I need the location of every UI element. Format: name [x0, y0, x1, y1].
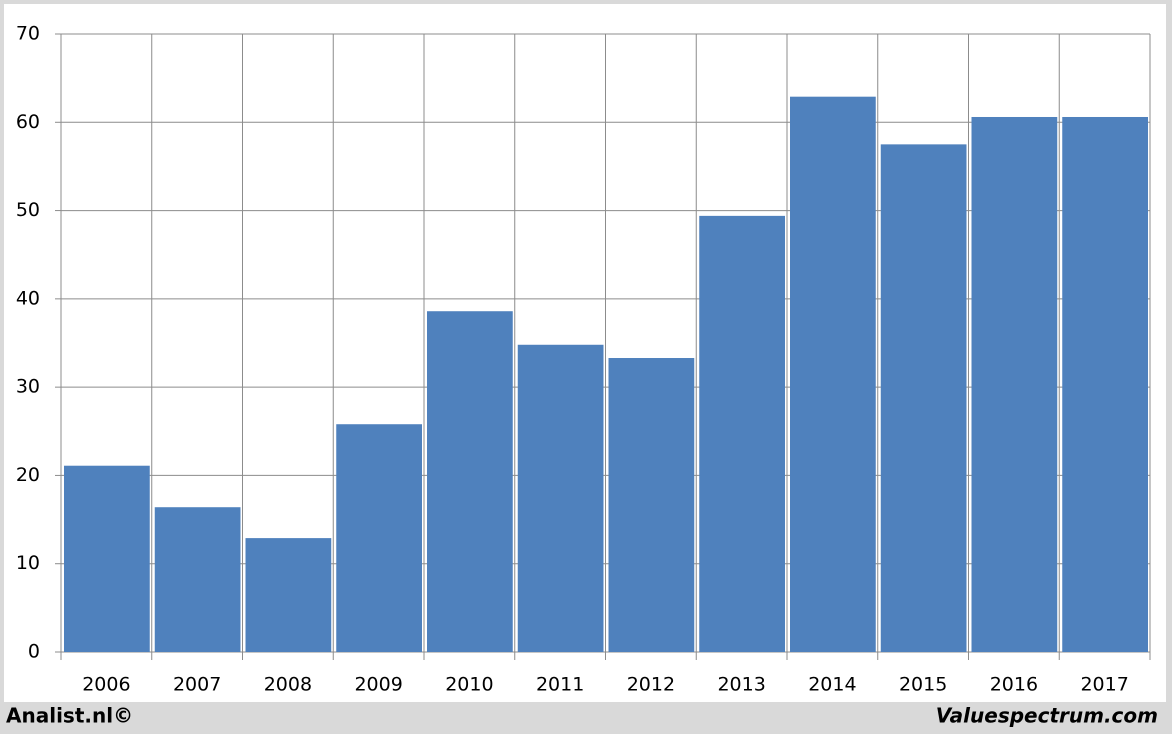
y-tick-label: 0: [28, 641, 40, 663]
x-tick-label: 2017: [1080, 674, 1128, 696]
y-tick-label: 70: [16, 23, 40, 45]
y-tick-label: 40: [16, 287, 40, 309]
bar: [790, 96, 876, 652]
bar: [336, 424, 422, 652]
bar: [699, 215, 785, 652]
bar: [971, 116, 1058, 652]
bar: [427, 311, 513, 652]
x-tick-label: 2010: [445, 674, 493, 696]
x-tick-label: 2011: [536, 674, 584, 696]
x-tick-label: 2006: [82, 674, 130, 696]
source-left: Analist.nl©: [6, 704, 133, 728]
bar: [517, 344, 604, 652]
bar: [880, 144, 967, 652]
bar: [1062, 116, 1148, 652]
x-tick-label: 2013: [717, 674, 765, 696]
bar: [154, 507, 241, 652]
x-tick-label: 2007: [173, 674, 221, 696]
bar: [608, 358, 695, 652]
bar: [245, 538, 332, 652]
x-tick-label: 2016: [990, 674, 1038, 696]
x-tick-label: 2008: [264, 674, 312, 696]
y-tick-label: 30: [16, 376, 40, 398]
y-tick-label: 10: [16, 552, 40, 574]
x-tick-label: 2009: [354, 674, 402, 696]
x-tick-label: 2014: [808, 674, 856, 696]
source-right: Valuespectrum.com: [936, 704, 1158, 728]
y-tick-label: 60: [16, 111, 40, 133]
y-tick-label: 20: [16, 464, 40, 486]
x-tick-label: 2015: [899, 674, 947, 696]
x-tick-label: 2012: [627, 674, 675, 696]
bar: [64, 465, 150, 652]
y-tick-label: 50: [16, 199, 40, 221]
